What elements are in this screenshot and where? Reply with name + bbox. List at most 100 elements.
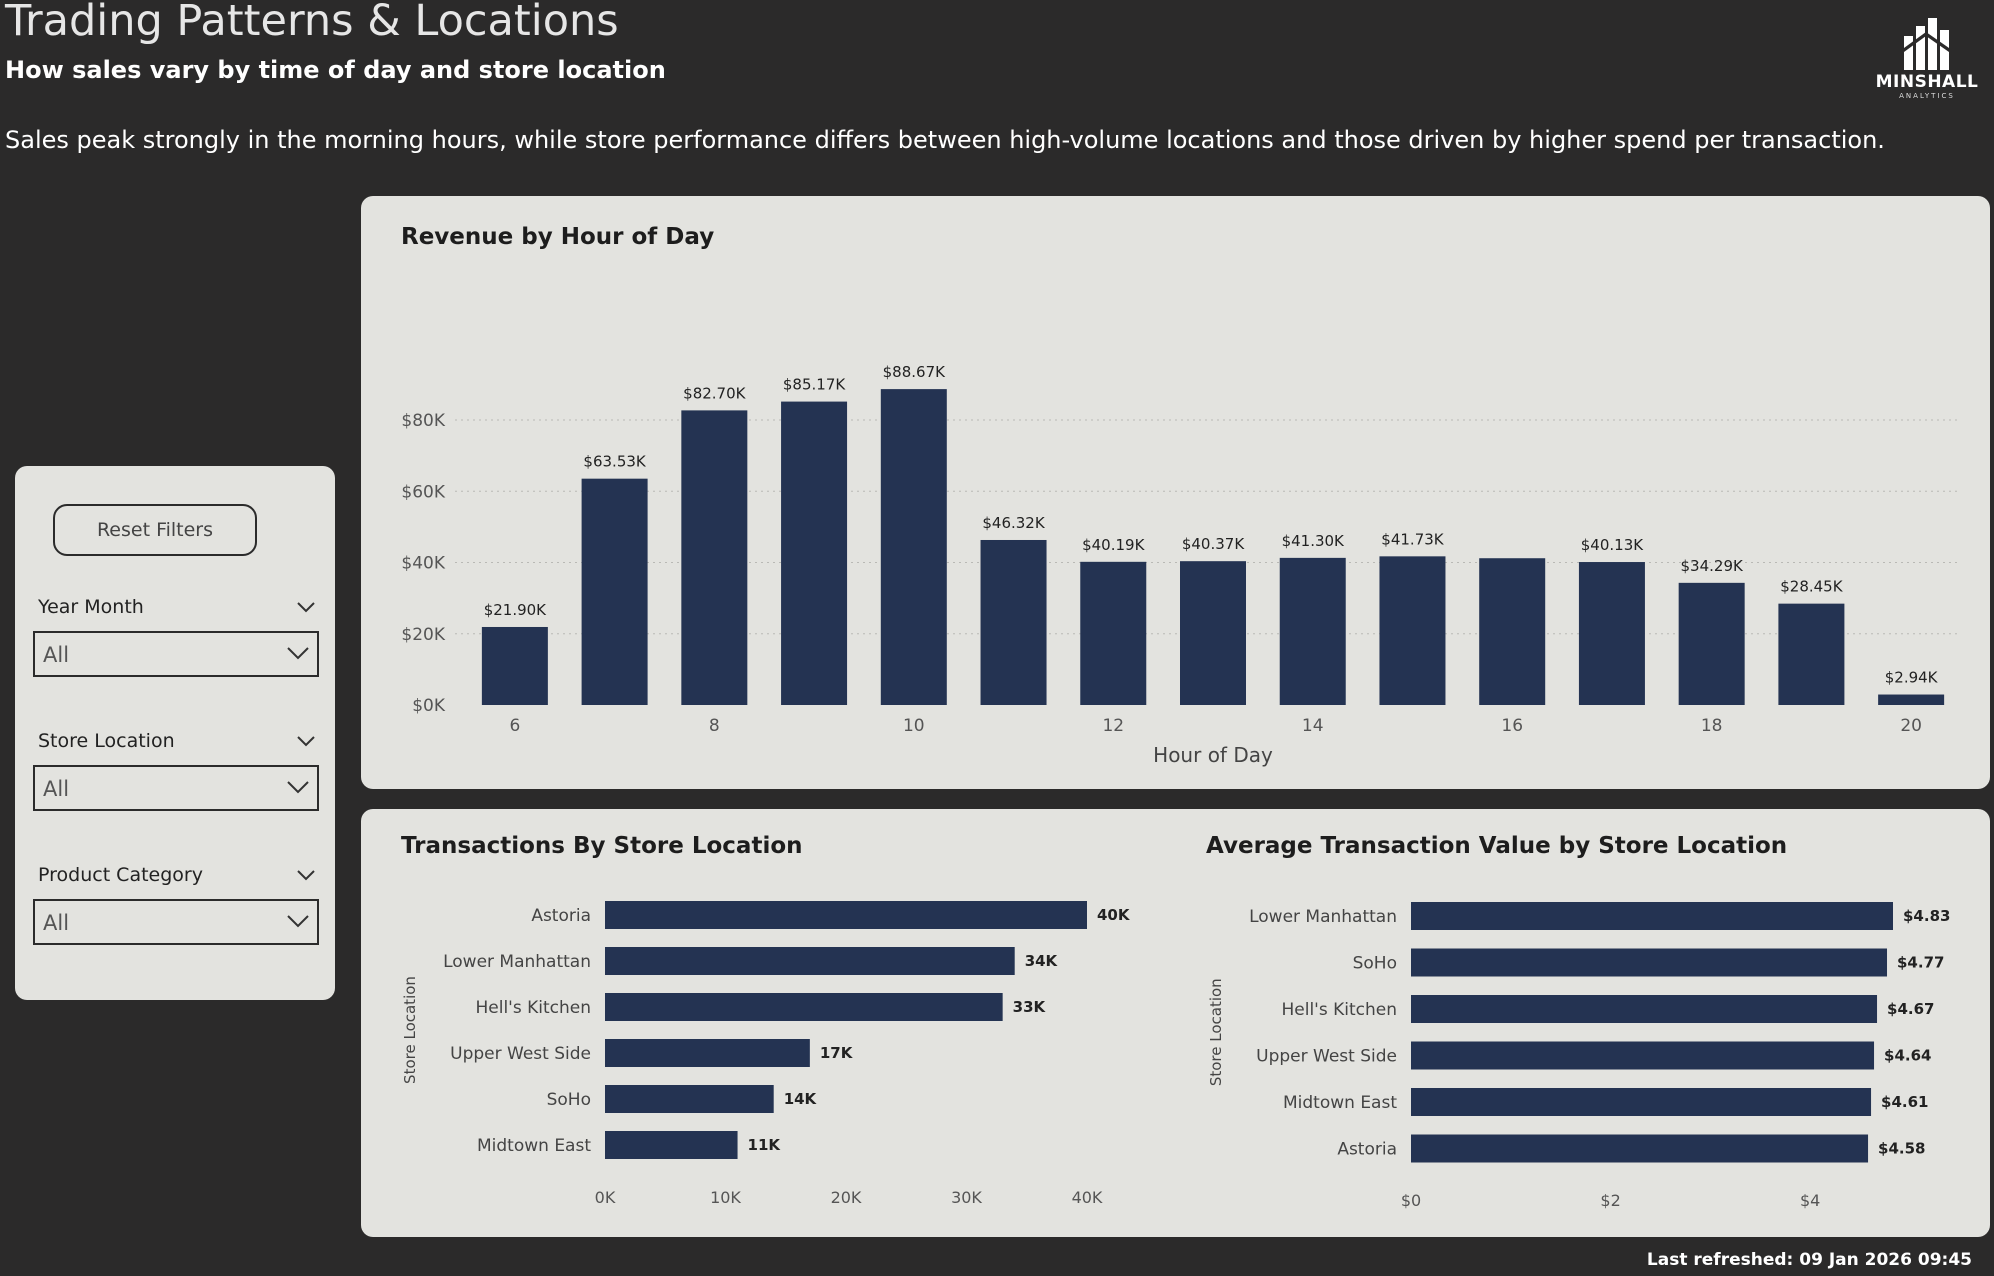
- bar: [1411, 995, 1878, 1023]
- bar: [781, 401, 848, 705]
- bar: [1578, 562, 1645, 705]
- bar: [681, 410, 748, 705]
- bar: [1411, 902, 1893, 930]
- data-label: $88.67K: [883, 363, 946, 381]
- revenue-chart: $0K $20K $40K $60K $80K $21.90K 6 $63.53K $82.70…: [401, 363, 1961, 767]
- bar: [1411, 1134, 1869, 1163]
- data-label: $40.19K: [1082, 536, 1145, 554]
- category-label: Lower Manhattan: [443, 952, 591, 972]
- data-label: $4.64: [1884, 1047, 1931, 1065]
- x-tick-label: 40K: [1072, 1188, 1103, 1207]
- slicer-year-month-dropdown[interactable]: All: [33, 631, 319, 677]
- category-label: Astoria: [1337, 1140, 1397, 1160]
- slicer-store-location-dropdown[interactable]: All: [33, 765, 319, 811]
- bar: [1878, 694, 1945, 705]
- page-title: Trading Patterns & Locations: [5, 0, 619, 46]
- x-tick-label: 0K: [595, 1188, 616, 1207]
- x-tick-label: $4: [1800, 1191, 1820, 1210]
- revenue-by-hour-panel: Revenue by Hour of Day $0K $20K $40K $60K $8…: [361, 196, 1990, 789]
- bar: [880, 389, 947, 705]
- reset-filters-button[interactable]: Reset Filters: [53, 504, 257, 556]
- filter-panel: Reset Filters Year Month All Store Locat…: [15, 466, 335, 1000]
- data-label: $46.32K: [982, 514, 1045, 532]
- data-label: $82.70K: [683, 384, 746, 402]
- bar: [605, 993, 1003, 1021]
- slicer-product-category-label: Product Category: [38, 864, 203, 886]
- y-tick-label: $20K: [401, 625, 445, 645]
- bar: [605, 1039, 810, 1067]
- data-label: 14K: [784, 1090, 818, 1108]
- chevron-down-icon: [287, 781, 309, 794]
- y-tick-label: $40K: [401, 554, 445, 574]
- last-refreshed: Last refreshed: 09 Jan 2026 09:45: [1646, 1250, 1972, 1270]
- data-label: 40K: [1097, 906, 1131, 924]
- data-label: $40.37K: [1182, 535, 1245, 553]
- bar: [1180, 561, 1246, 705]
- y-tick-label: $80K: [401, 411, 445, 431]
- data-label: 34K: [1025, 952, 1059, 970]
- bar: [481, 626, 548, 705]
- x-tick-label: 18: [1701, 716, 1723, 736]
- data-label: $2.94K: [1885, 669, 1939, 687]
- bar: [980, 539, 1047, 705]
- bar: [1411, 1088, 1872, 1116]
- category-label: SoHo: [547, 1090, 591, 1110]
- x-tick-label: 14: [1302, 716, 1324, 736]
- x-tick-label: 10K: [710, 1188, 741, 1207]
- bar: [1778, 603, 1845, 705]
- data-label: $4.61: [1881, 1093, 1928, 1111]
- data-label: 11K: [748, 1136, 782, 1154]
- data-label: 17K: [820, 1044, 854, 1062]
- bar: [605, 947, 1015, 975]
- chevron-down-icon[interactable]: [297, 602, 315, 613]
- y-axis-title: Store Location: [401, 976, 419, 1084]
- category-label: Hell's Kitchen: [475, 998, 591, 1018]
- data-label: $34.29K: [1681, 557, 1744, 575]
- bar: [1279, 557, 1346, 705]
- data-label: $21.90K: [484, 601, 547, 619]
- x-tick-label: 8: [709, 716, 720, 736]
- slicer-year-month-label: Year Month: [38, 596, 144, 618]
- x-tick-label: 12: [1102, 716, 1124, 736]
- data-label: $4.77: [1897, 954, 1944, 972]
- x-tick-label: 6: [509, 716, 520, 736]
- slicer-year-month-value: All: [43, 643, 70, 667]
- data-label: $85.17K: [783, 376, 846, 394]
- company-logo: MINSHALL ANALYTICS: [1872, 14, 1982, 104]
- bar: [1411, 948, 1888, 977]
- bar: [1080, 561, 1147, 705]
- transactions-chart-title: Transactions By Store Location: [401, 833, 803, 859]
- bar: [1678, 582, 1745, 705]
- slicer-product-category-dropdown[interactable]: All: [33, 899, 319, 945]
- y-tick-label: $60K: [401, 482, 445, 502]
- x-tick-label: $2: [1600, 1191, 1620, 1210]
- transactions-chart: Astoria 40K Lower Manhattan 34K Hell's Kitch…: [401, 901, 1131, 1207]
- revenue-chart-title: Revenue by Hour of Day: [401, 224, 715, 250]
- chevron-down-icon[interactable]: [297, 870, 315, 881]
- bar: [1411, 1041, 1875, 1070]
- data-label: $41.30K: [1282, 532, 1345, 550]
- x-axis-title: Hour of Day: [1153, 743, 1273, 767]
- y-axis-title: Store Location: [1207, 978, 1225, 1086]
- store-location-panel: Transactions By Store Location Average T…: [361, 809, 1990, 1237]
- bar: [1379, 556, 1446, 705]
- chevron-down-icon: [287, 647, 309, 660]
- category-label: Astoria: [531, 906, 591, 926]
- bar: [605, 1131, 738, 1159]
- x-tick-label: 30K: [951, 1188, 982, 1207]
- category-label: Hell's Kitchen: [1281, 1000, 1397, 1020]
- page-subtitle: How sales vary by time of day and store …: [5, 56, 666, 84]
- data-label: 33K: [1013, 998, 1047, 1016]
- category-label: Midtown East: [1283, 1093, 1397, 1113]
- category-label: Upper West Side: [1256, 1047, 1397, 1067]
- data-label: $41.73K: [1381, 530, 1444, 548]
- data-label: $63.53K: [583, 453, 646, 471]
- logo-icon: [1904, 18, 1949, 70]
- chevron-down-icon[interactable]: [297, 736, 315, 747]
- category-label: SoHo: [1353, 954, 1397, 974]
- slicer-store-location-value: All: [43, 777, 70, 801]
- x-tick-label: 20: [1900, 716, 1922, 736]
- slicer-product-category-value: All: [43, 911, 70, 935]
- x-tick-label: 10: [903, 716, 925, 736]
- category-label: Upper West Side: [450, 1044, 591, 1064]
